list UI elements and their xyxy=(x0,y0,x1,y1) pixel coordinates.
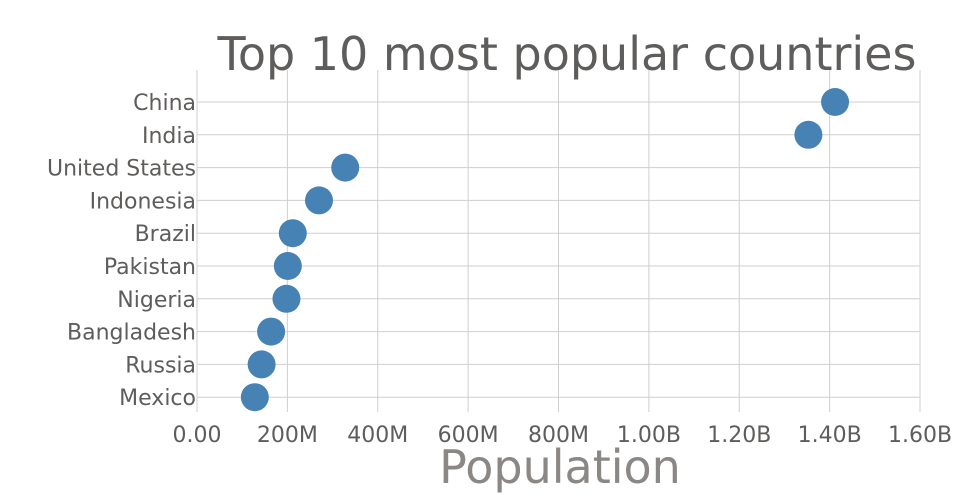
y-tick-label: Indonesia xyxy=(90,189,196,214)
y-tick-label: United States xyxy=(47,157,196,182)
y-tick-label: Bangladesh xyxy=(67,321,196,346)
x-tick-label: 0.00 xyxy=(173,423,222,448)
y-axis-tick-labels: China India United States Indonesia Brazil Pa… xyxy=(47,91,196,411)
y-tick-label: Pakistan xyxy=(104,255,196,280)
x-tick-label: 1.00B xyxy=(617,423,681,448)
data-point xyxy=(278,219,307,248)
x-tick-label: 600M xyxy=(438,423,499,448)
x-tick-label: 400M xyxy=(347,423,408,448)
x-axis-tick-labels: 0.00 200M 400M 600M 800M 1.00B 1.20B 1.40B 1.60B xyxy=(173,423,953,448)
y-tick-label: Mexico xyxy=(119,386,196,411)
data-point xyxy=(257,317,286,346)
data-points xyxy=(240,88,850,412)
data-point xyxy=(240,383,269,412)
y-tick-label: China xyxy=(133,91,196,116)
data-point xyxy=(331,153,360,182)
data-point xyxy=(821,88,850,116)
data-point xyxy=(305,186,334,215)
x-tick-label: 800M xyxy=(528,423,589,448)
y-tick-label: Nigeria xyxy=(117,288,196,313)
y-tick-label: Brazil xyxy=(135,222,196,247)
x-tick-label: 200M xyxy=(257,423,318,448)
x-tick-label: 1.40B xyxy=(798,423,862,448)
data-point xyxy=(272,284,301,313)
y-tick-label: India xyxy=(142,124,196,149)
y-tick-label: Russia xyxy=(125,353,196,378)
chart-title: Top 10 most popular countries xyxy=(217,27,917,81)
x-tick-label: 1.60B xyxy=(888,423,952,448)
gridlines xyxy=(196,70,921,412)
x-tick-label: 1.20B xyxy=(707,423,771,448)
data-point xyxy=(247,350,276,379)
x-axis-title: Population xyxy=(439,440,681,494)
data-point xyxy=(794,120,823,149)
data-point xyxy=(273,252,302,280)
